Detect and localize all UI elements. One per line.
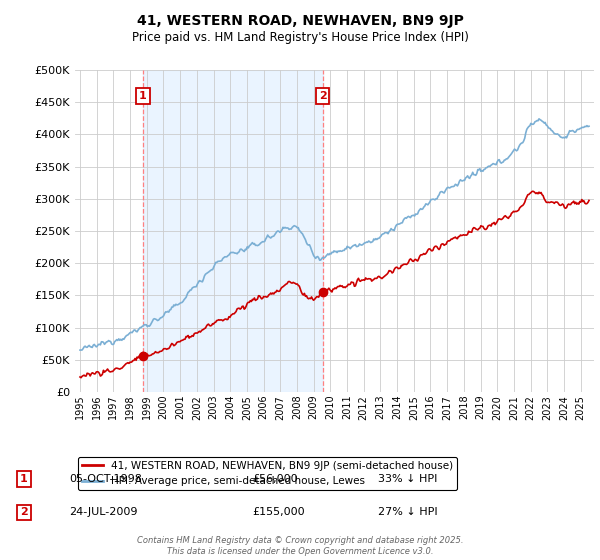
Text: 2: 2	[20, 507, 28, 517]
Text: Price paid vs. HM Land Registry's House Price Index (HPI): Price paid vs. HM Land Registry's House …	[131, 31, 469, 44]
Text: 05-OCT-1998: 05-OCT-1998	[69, 474, 142, 484]
Text: 27% ↓ HPI: 27% ↓ HPI	[378, 507, 437, 517]
Text: 1: 1	[20, 474, 28, 484]
Text: 33% ↓ HPI: 33% ↓ HPI	[378, 474, 437, 484]
Text: Contains HM Land Registry data © Crown copyright and database right 2025.
This d: Contains HM Land Registry data © Crown c…	[137, 536, 463, 556]
Legend: 41, WESTERN ROAD, NEWHAVEN, BN9 9JP (semi-detached house), HPI: Average price, s: 41, WESTERN ROAD, NEWHAVEN, BN9 9JP (sem…	[77, 457, 457, 491]
Bar	[143, 70, 323, 392]
Text: 1: 1	[139, 91, 147, 101]
Text: 2: 2	[319, 91, 326, 101]
Text: 41, WESTERN ROAD, NEWHAVEN, BN9 9JP: 41, WESTERN ROAD, NEWHAVEN, BN9 9JP	[137, 14, 463, 28]
Text: £155,000: £155,000	[252, 507, 305, 517]
Text: £56,000: £56,000	[252, 474, 298, 484]
Text: 24-JUL-2009: 24-JUL-2009	[69, 507, 137, 517]
